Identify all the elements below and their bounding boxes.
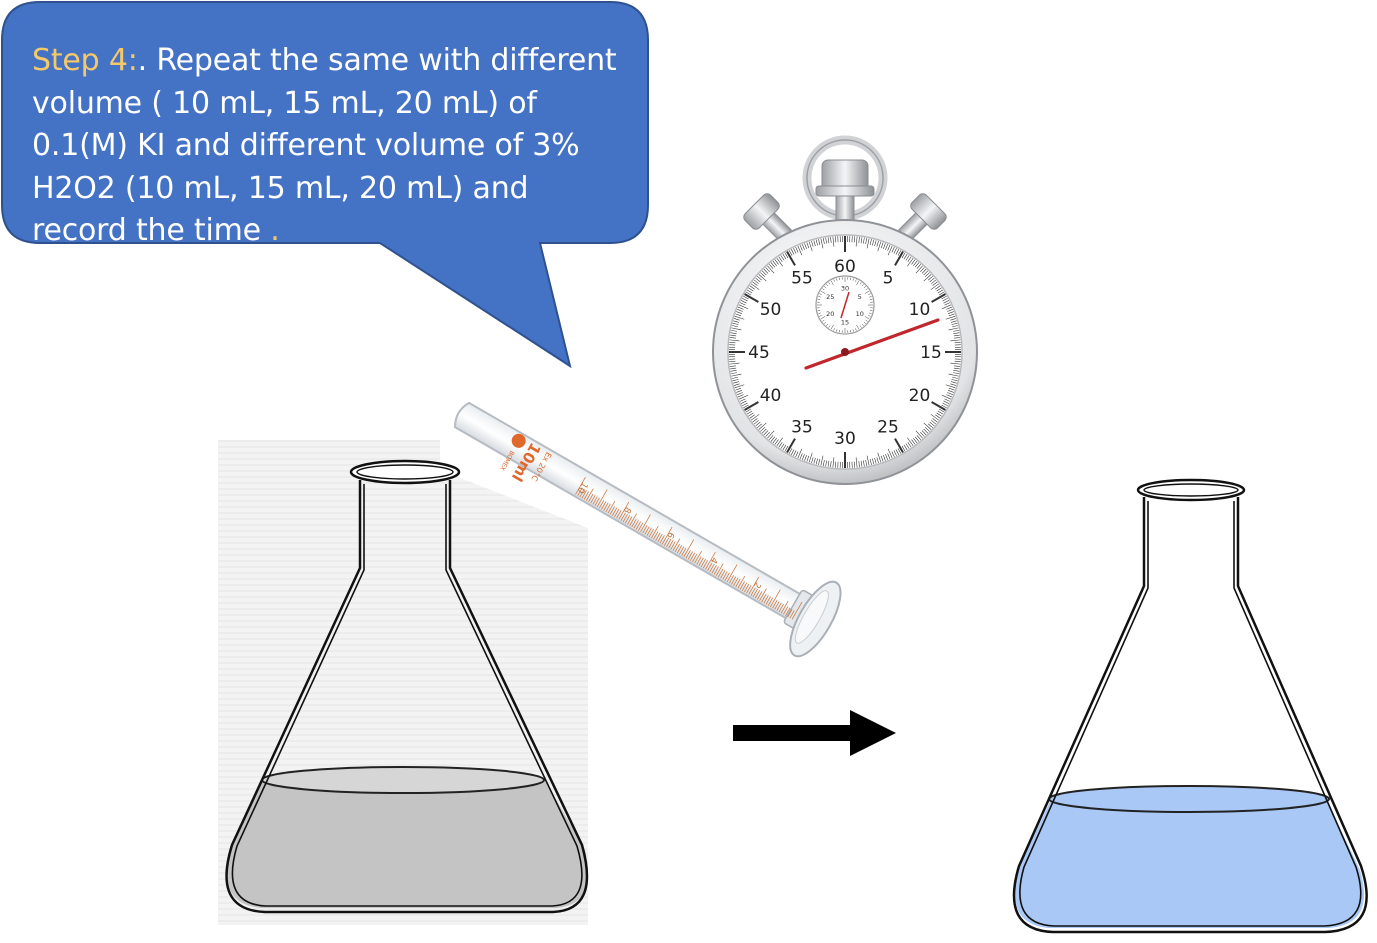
scale-label-6: 6 xyxy=(664,530,676,540)
erlenmeyer-flask-gray-icon xyxy=(225,459,589,914)
scale-label-4: 4 xyxy=(707,555,719,565)
stopwatch-left-button xyxy=(743,193,792,242)
subdial-label-25: 25 xyxy=(826,293,834,301)
subdial-label-20: 20 xyxy=(826,310,834,318)
stopwatch-center-pin xyxy=(841,348,849,356)
instruction-end-mark: . xyxy=(260,213,280,248)
stopwatch-dial-labels: 60 5 10 15 20 25 30 35 40 45 50 55 xyxy=(748,257,942,449)
dial-label-60: 60 xyxy=(834,257,856,277)
stopwatch-subdial-ticks xyxy=(817,277,873,333)
subdial-label-10: 10 xyxy=(856,310,864,318)
dial-label-20: 20 xyxy=(909,386,931,406)
scale-label-2: 2 xyxy=(751,580,763,590)
subdial-label-30: 30 xyxy=(841,285,849,293)
cylinder-scale xyxy=(575,476,803,620)
dial-label-5: 5 xyxy=(883,269,894,289)
callout-bubble xyxy=(1,1,649,369)
cylinder-brand-logo-icon xyxy=(511,433,526,448)
stopwatch-needle xyxy=(804,318,940,370)
erlenmeyer-flask-blue-icon xyxy=(1012,478,1368,934)
stopwatch-subdial-labels: 30 5 10 15 20 25 xyxy=(826,285,864,327)
subdial-label-5: 5 xyxy=(858,293,862,301)
stopwatch-dial-ticks xyxy=(729,236,961,468)
graduated-cylinder-icon: 10 8 6 4 2 BOMEX 10ml Ex 20°C xyxy=(453,401,842,658)
dial-label-15: 15 xyxy=(920,343,942,363)
dial-label-25: 25 xyxy=(877,417,899,437)
subdial-label-15: 15 xyxy=(841,319,849,327)
dial-label-35: 35 xyxy=(791,417,813,437)
instruction-text: . Repeat the same with different volume … xyxy=(32,43,617,248)
right-arrow-icon xyxy=(733,710,896,756)
dial-label-30: 30 xyxy=(834,429,856,449)
step-label: Step 4: xyxy=(32,43,138,78)
dial-label-45: 45 xyxy=(748,343,770,363)
dial-label-55: 55 xyxy=(791,269,813,289)
stopwatch-crown xyxy=(802,135,888,231)
scale-label-8: 8 xyxy=(621,505,633,515)
stopwatch-icon: 60 5 10 15 20 25 30 35 40 45 50 55 30 5 10 15 20 25 xyxy=(712,135,978,485)
callout-text: Step 4:. Repeat the same with different … xyxy=(32,40,632,253)
stopwatch-subdial-needle xyxy=(840,291,850,319)
dial-label-10: 10 xyxy=(909,300,931,320)
dial-label-50: 50 xyxy=(760,300,782,320)
stopwatch-right-button xyxy=(898,193,947,242)
dial-label-40: 40 xyxy=(760,386,782,406)
